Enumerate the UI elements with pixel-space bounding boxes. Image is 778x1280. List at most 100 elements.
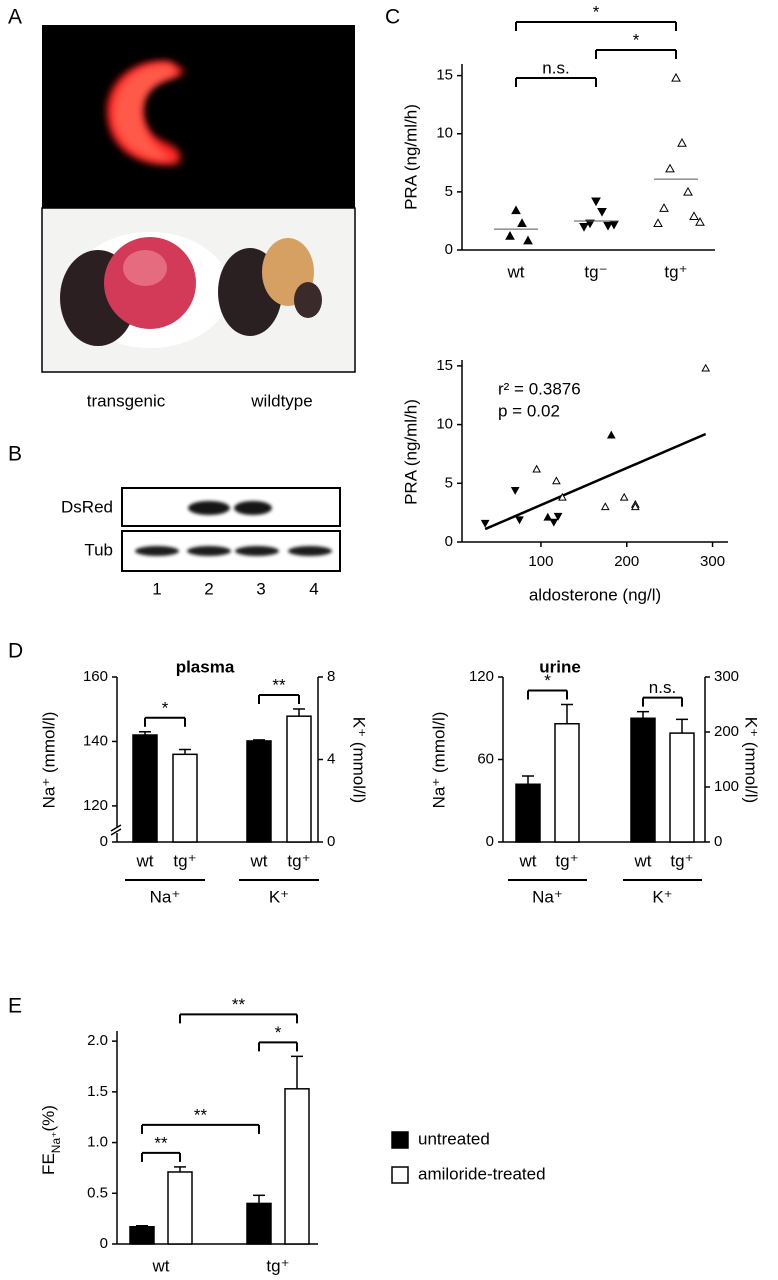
panel-letter: A	[8, 6, 22, 29]
bar	[246, 1202, 272, 1245]
x-tick-label: tg⁻	[584, 262, 607, 281]
significance-label: n.s.	[649, 678, 676, 697]
axis-label-part: (%)	[39, 1105, 58, 1131]
bar	[669, 732, 695, 843]
data-point	[543, 512, 553, 521]
significance-label: **	[272, 675, 286, 694]
band	[288, 546, 332, 556]
row-label: DsRed	[61, 497, 113, 516]
axis-label: K⁺ (mmol/l)	[350, 717, 369, 803]
data-point	[701, 363, 711, 372]
data-point	[603, 221, 613, 231]
significance-label: n.s.	[542, 58, 569, 77]
photo	[41, 25, 356, 373]
data-point	[511, 205, 521, 215]
tick-label: 140	[83, 732, 108, 749]
tick-label: 0	[100, 833, 108, 850]
legend-label: amiloride-treated	[418, 1164, 546, 1183]
panel-letter: B	[8, 443, 22, 466]
x-tick-label: wt	[507, 262, 525, 281]
axis-label-part: Na⁺	[49, 1132, 63, 1154]
significance-label: *	[544, 671, 551, 690]
data-point	[553, 512, 563, 521]
tick-label: 300	[700, 553, 725, 570]
data-point	[552, 476, 561, 485]
data-point	[591, 197, 601, 207]
fluorescence-image	[42, 25, 355, 208]
significance-label: *	[593, 2, 600, 21]
significance-label: *	[275, 1023, 282, 1042]
tick-label: 0.5	[87, 1184, 108, 1201]
tick-label: 2.0	[87, 1032, 108, 1049]
axis-label: K⁺ (mmol/l)	[742, 717, 761, 803]
axis-label: FENa⁺(%)	[39, 1105, 63, 1175]
tick-label: 1.0	[87, 1134, 108, 1151]
bar-label: wt	[634, 851, 652, 870]
annotation: r² = 0.3876	[498, 379, 581, 398]
axis-label: Na⁺ (mmol/l)	[429, 712, 448, 809]
tick-label: 0	[100, 1235, 108, 1252]
tissue	[294, 282, 322, 318]
bar-label: wt	[250, 851, 268, 870]
row-label: Tub	[84, 540, 113, 559]
group-label: K⁺	[269, 887, 289, 906]
tick-label: 120	[469, 668, 494, 685]
group-label: Na⁺	[532, 887, 563, 906]
western-blot	[121, 487, 341, 572]
significance-label: *	[162, 698, 169, 717]
tissue-highlight	[123, 250, 167, 286]
bar	[630, 717, 656, 843]
tick-label: 10	[436, 416, 453, 433]
regression-line	[484, 432, 707, 531]
tick-label: 0	[327, 833, 335, 850]
tick-label: 15	[436, 357, 453, 374]
axis-label: aldosterone (ng/l)	[529, 585, 661, 604]
axis-label-part: FE	[39, 1153, 58, 1175]
significance-label: **	[194, 1105, 208, 1124]
tick-label: 0	[445, 241, 453, 258]
data-point	[683, 186, 693, 196]
bar	[286, 715, 312, 843]
data-point	[532, 464, 542, 473]
bar	[172, 753, 198, 843]
legend-swatch	[391, 1131, 409, 1149]
tick-label: 100	[714, 778, 739, 795]
tick-label: 60	[477, 750, 494, 767]
bar	[515, 783, 541, 843]
data-point	[523, 235, 533, 245]
chart-title: plasma	[176, 657, 235, 676]
band	[234, 501, 272, 515]
data-point	[505, 231, 515, 240]
tick-label: 100	[528, 553, 553, 570]
tick-label: 10	[436, 125, 453, 142]
lane-label: 4	[309, 579, 318, 598]
annotation: p = 0.02	[498, 401, 560, 420]
x-tick-label: tg⁺	[664, 262, 687, 281]
band	[135, 546, 179, 556]
significance-label: **	[154, 1133, 168, 1152]
band	[188, 501, 230, 515]
axis-label: PRA (ng/ml/h)	[401, 104, 420, 210]
bar	[167, 1171, 193, 1245]
group-label: K⁺	[652, 887, 672, 906]
data-point	[671, 72, 681, 82]
axis-break-gap	[111, 827, 123, 833]
lane-label: 1	[152, 579, 161, 598]
data-point	[659, 203, 669, 212]
panel-letter: D	[8, 640, 23, 663]
panel-letter: E	[8, 995, 22, 1018]
data-point	[619, 492, 629, 501]
lane-label: 3	[256, 579, 265, 598]
fluorescence-core	[113, 63, 178, 161]
blot-row	[121, 487, 341, 527]
data-point	[600, 502, 610, 511]
tick-label: 160	[83, 668, 108, 685]
lane-label: 2	[204, 579, 213, 598]
tick-label: 4	[327, 750, 335, 767]
group-label: Na⁺	[150, 887, 181, 906]
data-point	[517, 218, 527, 227]
legend-label: untreated	[418, 1129, 490, 1148]
data-point	[549, 518, 559, 527]
